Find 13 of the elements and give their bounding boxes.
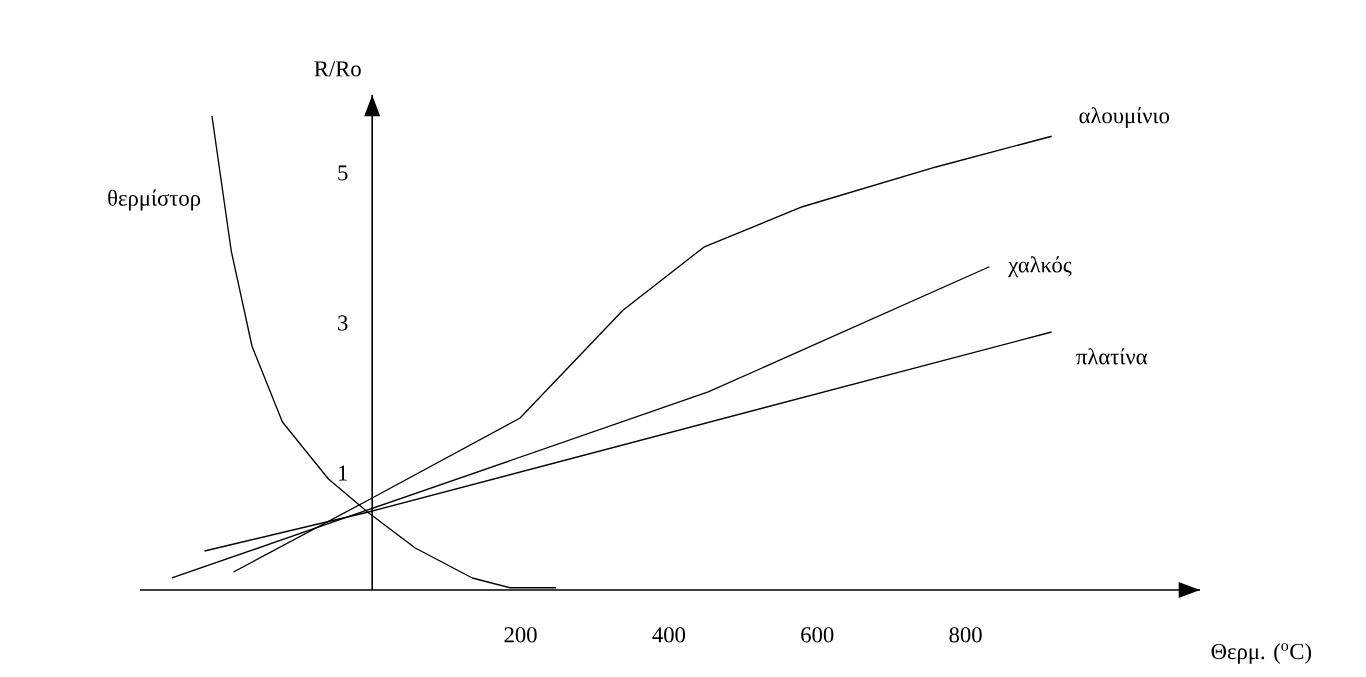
x-tick-label: 600 [801,627,834,643]
y-tick-label: 3 [338,315,348,331]
x-tick-label: 200 [504,627,537,643]
series-label: αλουμίνιο [1079,107,1170,128]
x-tick-label: 400 [652,627,686,643]
x-tick-label: 800 [949,627,982,643]
y-tick-label: 1 [339,465,348,481]
series-label: πλατίνα [1076,348,1148,365]
y-axis-title: R/Ro [314,61,361,77]
series-label: θερμίστορ [108,189,201,211]
x-axis-title: Θερμ. ($^{o}$C) [1211,643,1312,664]
y-tick-label: 5 [338,165,348,181]
series-label: χαλκός [1008,256,1072,278]
